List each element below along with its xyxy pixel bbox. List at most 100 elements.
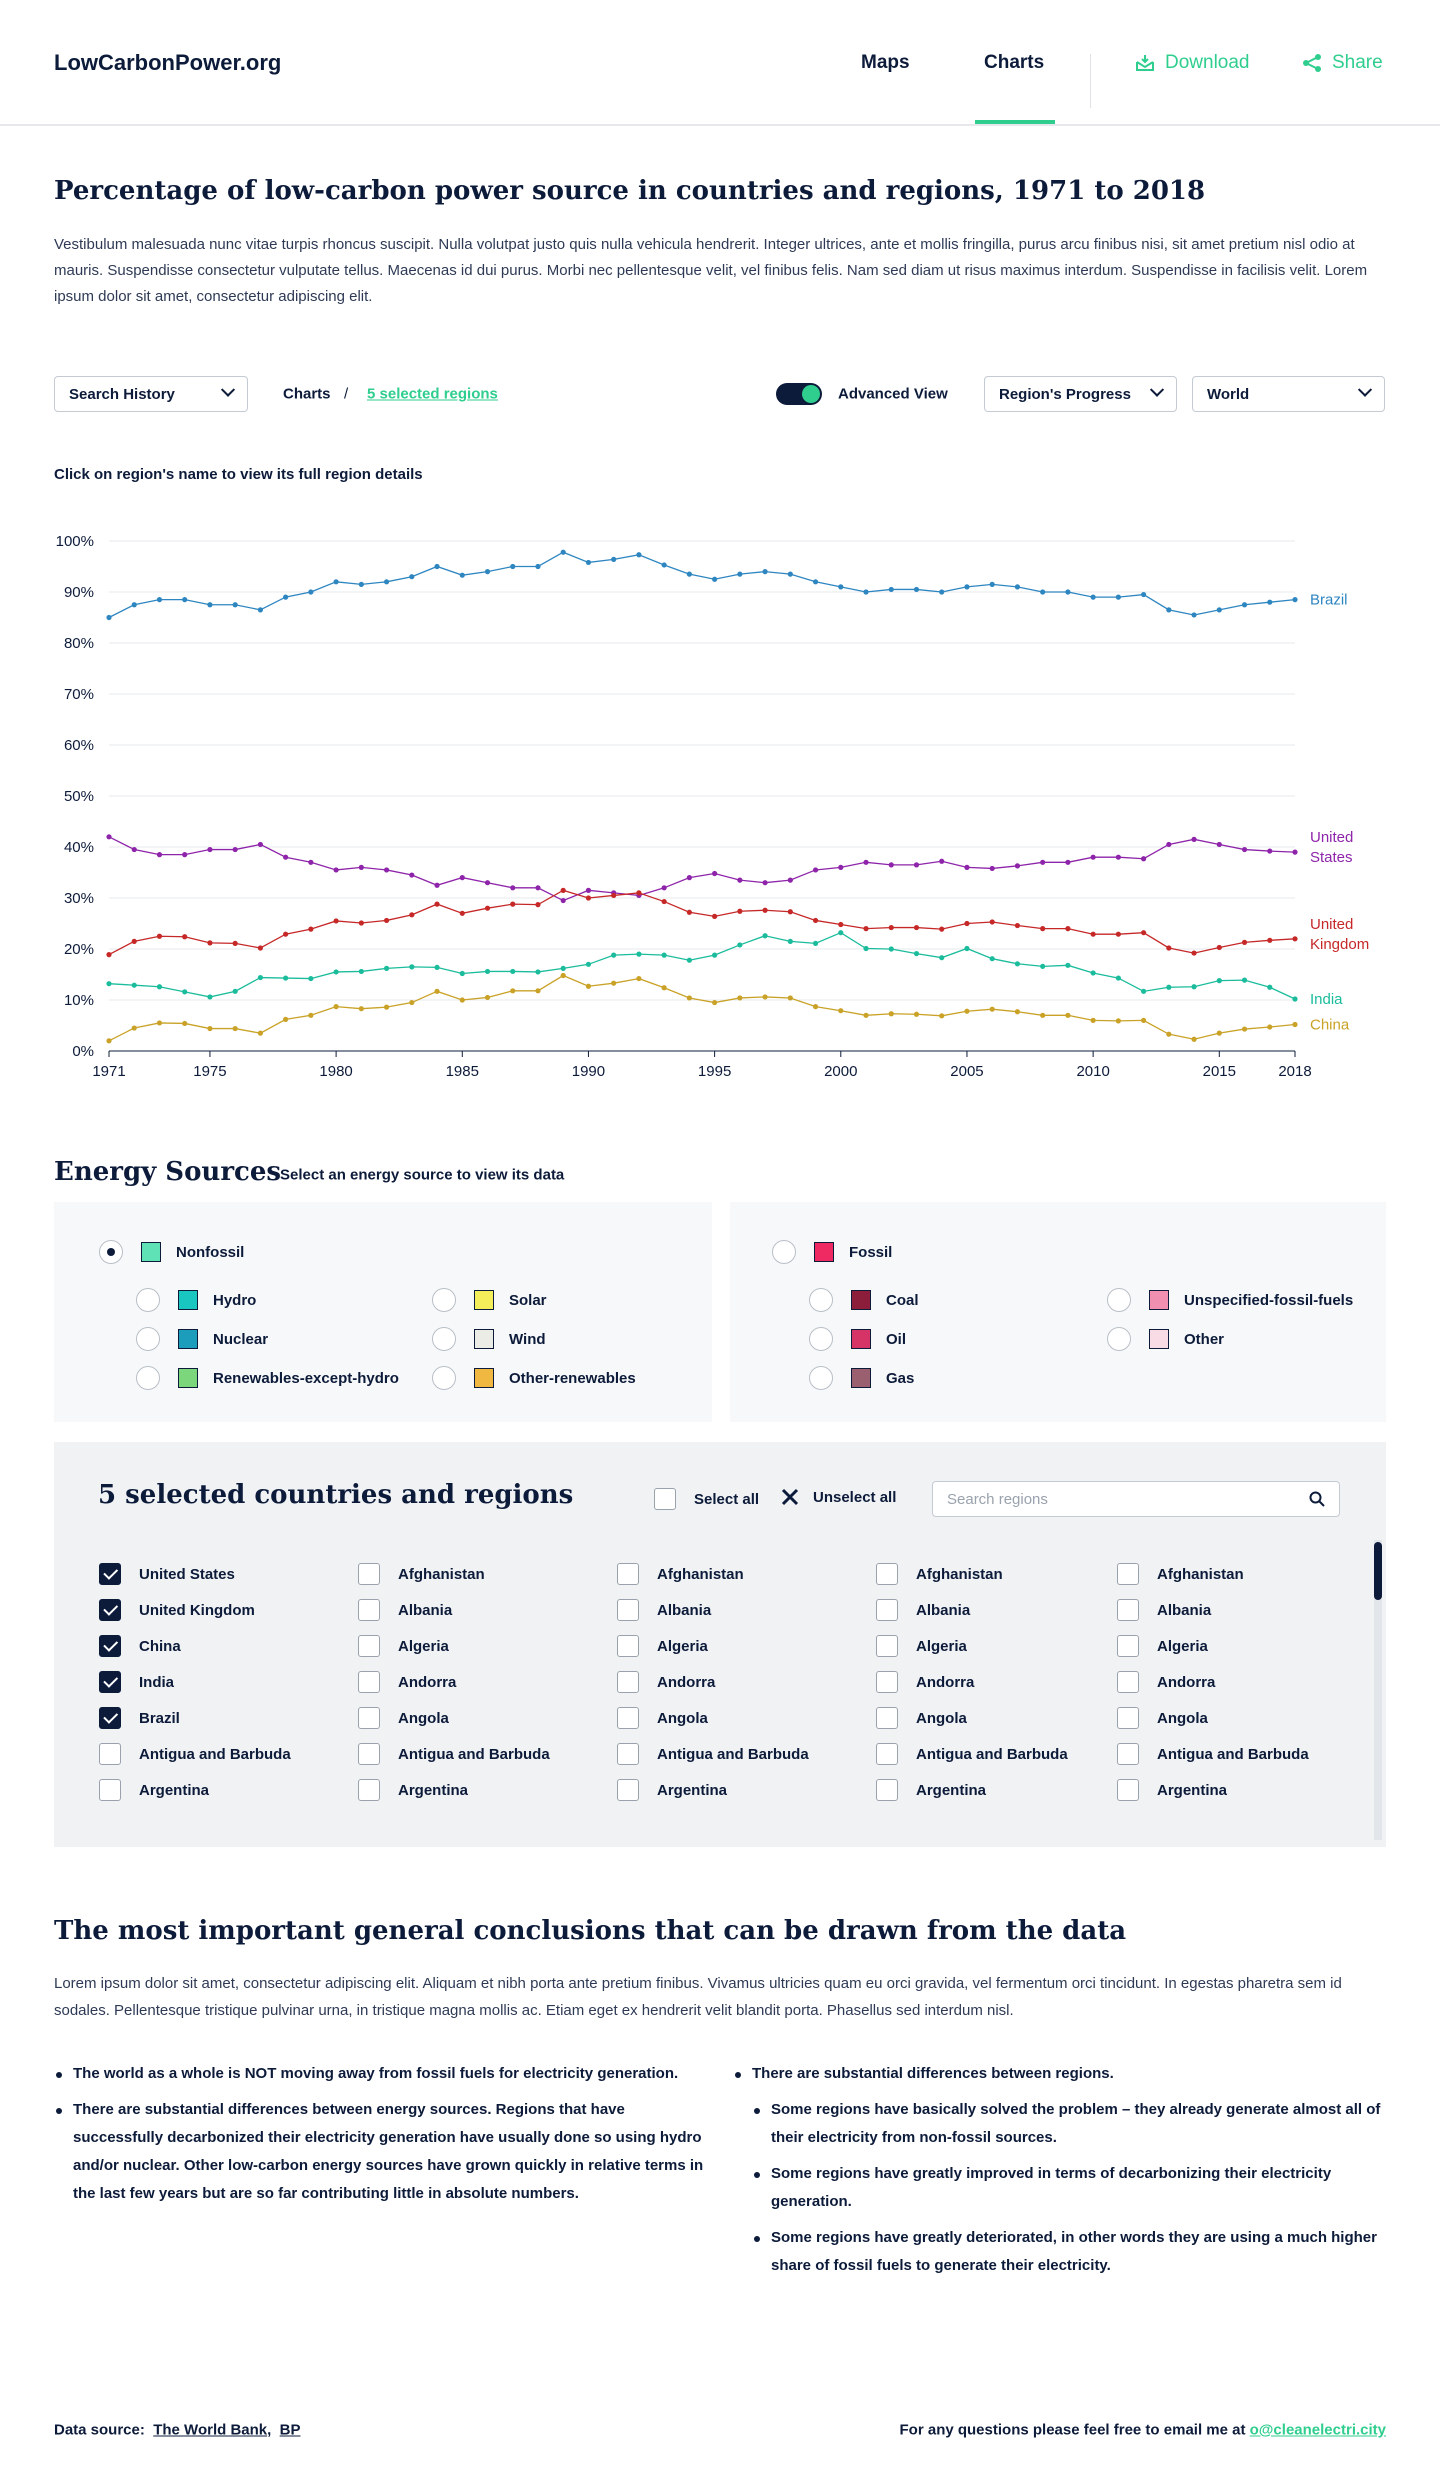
data-point	[1040, 1012, 1046, 1018]
series-label-united-states[interactable]: States	[1310, 849, 1353, 866]
region-item[interactable]: China	[99, 1635, 181, 1657]
region-item[interactable]: Argentina	[1117, 1779, 1227, 1801]
series-label-brazil[interactable]: Brazil	[1310, 592, 1348, 609]
region-item[interactable]: Argentina	[358, 1779, 468, 1801]
series-label-china[interactable]: China	[1310, 1016, 1350, 1033]
region-item[interactable]: Andorra	[358, 1671, 456, 1693]
region-item[interactable]: Albania	[1117, 1599, 1211, 1621]
region-item[interactable]: India	[99, 1671, 174, 1693]
region-item[interactable]: Algeria	[1117, 1635, 1208, 1657]
unselect-all-button[interactable]: Unselect all	[781, 1488, 896, 1506]
data-point	[1191, 1036, 1197, 1042]
checkbox-icon	[617, 1743, 639, 1765]
region-item[interactable]: Andorra	[617, 1671, 715, 1693]
scrollbar-thumb[interactable]	[1374, 1542, 1382, 1600]
fossil-option-coal[interactable]: Coal	[809, 1288, 919, 1312]
region-item[interactable]: United States	[99, 1563, 235, 1585]
series-label-united-kingdom[interactable]: United	[1310, 916, 1353, 933]
series-label-united-states[interactable]: United	[1310, 829, 1353, 846]
source-link-world-bank[interactable]: The World Bank	[153, 2421, 268, 2439]
x-tick-label: 1985	[446, 1063, 479, 1080]
region-item[interactable]: Antigua and Barbuda	[358, 1743, 550, 1765]
data-point	[308, 1012, 314, 1018]
data-point	[812, 579, 819, 585]
source-link-bp[interactable]: BP	[279, 2421, 301, 2439]
nonfossil-option-hydro[interactable]: Hydro	[136, 1288, 256, 1312]
region-item[interactable]: Algeria	[358, 1635, 449, 1657]
data-point	[1090, 931, 1096, 937]
nav-charts[interactable]: Charts	[984, 52, 1045, 73]
checkbox-icon	[876, 1599, 898, 1621]
region-item[interactable]: Argentina	[876, 1779, 986, 1801]
nonfossil-option-nuclear[interactable]: Nuclear	[136, 1327, 268, 1351]
data-point	[888, 924, 894, 931]
region-item[interactable]: Antigua and Barbuda	[1117, 1743, 1309, 1765]
nonfossil-option-other-renewables[interactable]: Other-renewables	[432, 1366, 636, 1390]
data-point	[1166, 607, 1172, 613]
breadcrumb-charts[interactable]: Charts	[283, 385, 331, 403]
data-point	[106, 952, 112, 958]
fossil-option-other[interactable]: Other	[1107, 1327, 1224, 1351]
region-item[interactable]: Algeria	[876, 1635, 967, 1657]
series-label-india[interactable]: India	[1310, 991, 1343, 1008]
fossil-option-unspecified-fossil-fuels[interactable]: Unspecified-fossil-fuels	[1107, 1288, 1353, 1312]
region-item[interactable]: Andorra	[876, 1671, 974, 1693]
data-point	[257, 841, 264, 848]
scrollbar-track[interactable]	[1374, 1540, 1382, 1840]
region-item[interactable]: Afghanistan	[617, 1563, 744, 1585]
data-point	[913, 1011, 920, 1017]
data-point	[611, 556, 617, 562]
search-regions-input[interactable]: Search regions	[932, 1481, 1340, 1517]
data-point	[661, 985, 667, 991]
region-item[interactable]: Brazil	[99, 1707, 180, 1729]
region-item[interactable]: Angola	[1117, 1707, 1208, 1729]
region-item[interactable]: Afghanistan	[1117, 1563, 1244, 1585]
data-point	[106, 614, 112, 621]
region-item[interactable]: Andorra	[1117, 1671, 1215, 1693]
advanced-view-toggle[interactable]	[776, 383, 822, 405]
region-name: Argentina	[1157, 1781, 1228, 1799]
series-label-united-kingdom[interactable]: Kingdom	[1310, 936, 1369, 953]
data-point	[1191, 984, 1197, 990]
data-point	[712, 999, 718, 1006]
search-history-select[interactable]: Search History	[54, 376, 248, 412]
region-name: Albania	[398, 1601, 453, 1619]
data-point	[182, 1020, 188, 1027]
region-item[interactable]: Antigua and Barbuda	[99, 1743, 291, 1765]
nonfossil-option-solar[interactable]: Solar	[432, 1288, 547, 1312]
download-button[interactable]: Download	[1135, 52, 1250, 74]
data-point	[207, 940, 213, 946]
data-point	[989, 865, 995, 872]
region-item[interactable]: Albania	[358, 1599, 452, 1621]
region-item[interactable]: Antigua and Barbuda	[617, 1743, 809, 1765]
nonfossil-option-wind[interactable]: Wind	[432, 1327, 546, 1351]
progress-select[interactable]: Region's Progress	[984, 376, 1177, 412]
fossil-option[interactable]: Fossil	[772, 1240, 892, 1264]
region-item[interactable]: Argentina	[617, 1779, 727, 1801]
region-item[interactable]: Albania	[617, 1599, 711, 1621]
select-all-button[interactable]: Select all	[654, 1488, 759, 1510]
fossil-option-oil[interactable]: Oil	[809, 1327, 906, 1351]
region-item[interactable]: Afghanistan	[876, 1563, 1003, 1585]
region-item[interactable]: Angola	[876, 1707, 967, 1729]
nonfossil-option[interactable]: Nonfossil	[99, 1240, 244, 1264]
nonfossil-option-renewables-except-hydro[interactable]: Renewables-except-hydro	[136, 1366, 399, 1390]
data-point	[737, 995, 743, 1001]
region-item[interactable]: Afghanistan	[358, 1563, 485, 1585]
region-item[interactable]: Albania	[876, 1599, 970, 1621]
share-button[interactable]: Share	[1302, 52, 1383, 74]
region-name: Argentina	[916, 1781, 987, 1799]
site-logo[interactable]: LowCarbonPower.org	[54, 50, 282, 75]
region-item[interactable]: Argentina	[99, 1779, 209, 1801]
breadcrumb-current[interactable]: 5 selected regions	[367, 385, 498, 403]
region-item[interactable]: Angola	[358, 1707, 449, 1729]
contact-email-link[interactable]: o@cleanelectri.city	[1249, 2421, 1386, 2439]
nav-maps[interactable]: Maps	[861, 52, 910, 73]
world-select[interactable]: World	[1192, 376, 1385, 412]
region-item[interactable]: Antigua and Barbuda	[876, 1743, 1068, 1765]
region-item[interactable]: United Kingdom	[99, 1599, 255, 1621]
fossil-option-gas[interactable]: Gas	[809, 1366, 914, 1390]
data-point	[1065, 859, 1071, 865]
region-item[interactable]: Angola	[617, 1707, 708, 1729]
region-item[interactable]: Algeria	[617, 1635, 708, 1657]
